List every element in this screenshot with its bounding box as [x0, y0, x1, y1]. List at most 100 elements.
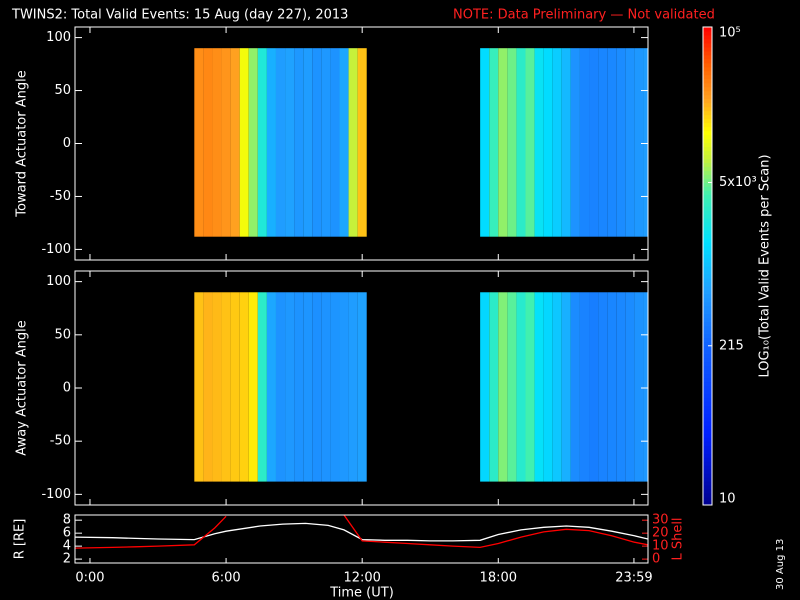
- heatmap-cell: [339, 292, 349, 482]
- colorbar-cell: [703, 54, 712, 60]
- colorbar-cell: [703, 369, 712, 375]
- heatmap-cell: [321, 48, 331, 237]
- colorbar-cell: [703, 401, 712, 406]
- heatmap-cell: [339, 48, 349, 237]
- heatmap-cell: [194, 292, 204, 482]
- colorbar-cell: [703, 309, 712, 315]
- colorbar-cell: [703, 469, 712, 474]
- x-tick-label: 18:00: [480, 571, 517, 586]
- heatmap-cell: [625, 48, 635, 237]
- colorbar-cell: [703, 186, 712, 191]
- colorbar-cell: [703, 66, 712, 72]
- colorbar-cell: [703, 457, 712, 462]
- colorbar-cell: [703, 489, 712, 494]
- y2-axis-label: L Shell: [671, 517, 686, 560]
- colorbar-cell: [703, 393, 712, 398]
- colorbar-cell: [703, 38, 712, 44]
- heatmap-cell: [643, 48, 648, 237]
- colorbar-cell: [703, 70, 712, 76]
- colorbar-cell: [703, 381, 712, 386]
- y-tick-label: -100: [41, 487, 71, 502]
- colorbar-cell: [703, 441, 712, 446]
- heatmap-cell: [507, 48, 517, 237]
- colorbar-cell: [703, 389, 712, 394]
- colorbar-cell: [703, 94, 712, 100]
- colorbar-cell: [703, 449, 712, 454]
- colorbar-cell: [703, 158, 712, 163]
- heatmap-cell: [248, 292, 258, 482]
- x-tick-label: 23:59: [615, 571, 652, 586]
- colorbar-cell: [703, 118, 712, 124]
- heatmap-cell: [489, 292, 499, 482]
- colorbar-cell: [703, 289, 712, 295]
- y2-tick-label: 10: [652, 539, 669, 554]
- colorbar-cell: [703, 46, 712, 52]
- heatmap-cell: [330, 292, 340, 482]
- colorbar-cell: [703, 130, 712, 136]
- colorbar-cell: [703, 453, 712, 458]
- colorbar-cell: [703, 34, 712, 40]
- colorbar-cell: [703, 349, 712, 355]
- colorbar-cell: [703, 202, 712, 207]
- x-tick-label: 0:00: [75, 571, 104, 586]
- y-tick-label: -50: [50, 189, 71, 204]
- colorbar-cell: [703, 461, 712, 466]
- colorbar-cell: [703, 429, 712, 434]
- colorbar-cell: [703, 329, 712, 335]
- colorbar-cell: [703, 162, 712, 167]
- colorbar-cell: [703, 285, 712, 291]
- colorbar-cell: [703, 182, 712, 187]
- heatmap-cell: [203, 48, 213, 237]
- colorbar-cell: [703, 98, 712, 104]
- colorbar-cell: [703, 246, 712, 251]
- colorbar-cell: [703, 254, 712, 259]
- heatmap-cell: [534, 292, 544, 482]
- colorbar-cell: [703, 269, 712, 275]
- colorbar-cell: [703, 42, 712, 48]
- colorbar-cell: [703, 481, 712, 486]
- heatmap-cell: [525, 292, 535, 482]
- plot-frame: [74, 270, 649, 506]
- y2-tick-label: 20: [652, 526, 669, 541]
- heatmap-cell: [321, 292, 331, 482]
- colorbar-cell: [703, 230, 712, 235]
- heatmap-cell: [221, 292, 231, 482]
- y-tick-label: 0: [63, 381, 71, 396]
- heatmap-cell: [257, 48, 267, 237]
- colorbar-cell: [703, 421, 712, 426]
- colorbar-cell: [703, 473, 712, 478]
- colorbar-cell: [703, 174, 712, 179]
- colorbar-cell: [703, 433, 712, 438]
- colorbar-cell: [703, 262, 712, 267]
- heatmap-cell: [643, 292, 648, 482]
- y-tick-label: 8: [63, 513, 71, 528]
- heatmap-cell: [543, 292, 553, 482]
- heatmap-cell: [579, 48, 590, 237]
- colorbar-cell: [703, 126, 712, 132]
- colorbar-cell: [703, 341, 712, 347]
- heatmap-cell: [616, 292, 626, 482]
- heatmap-cell: [570, 48, 580, 237]
- heatmap-cell: [312, 48, 322, 237]
- heatmap-cell: [525, 48, 535, 237]
- heatmap-cell: [212, 292, 222, 482]
- colorbar-cell: [703, 58, 712, 64]
- y-tick-label: 4: [63, 539, 71, 554]
- colorbar-cell: [703, 365, 712, 371]
- colorbar-cell: [703, 242, 712, 247]
- colorbar-cell: [703, 293, 712, 299]
- heatmap-cell: [357, 48, 367, 237]
- heatmap-cell: [266, 292, 276, 482]
- heatmap-cell: [230, 292, 240, 482]
- colorbar-cell: [703, 150, 712, 155]
- heatmap-cell: [516, 292, 526, 482]
- colorbar-cell: [703, 417, 712, 422]
- heatmap-cell: [275, 292, 286, 482]
- colorbar-cell: [703, 266, 712, 271]
- heatmap-cell: [598, 48, 608, 237]
- colorbar-cell: [703, 78, 712, 84]
- colorbar-cell: [703, 485, 712, 490]
- heatmap-cell: [294, 292, 304, 482]
- heatmap-cell: [507, 292, 517, 482]
